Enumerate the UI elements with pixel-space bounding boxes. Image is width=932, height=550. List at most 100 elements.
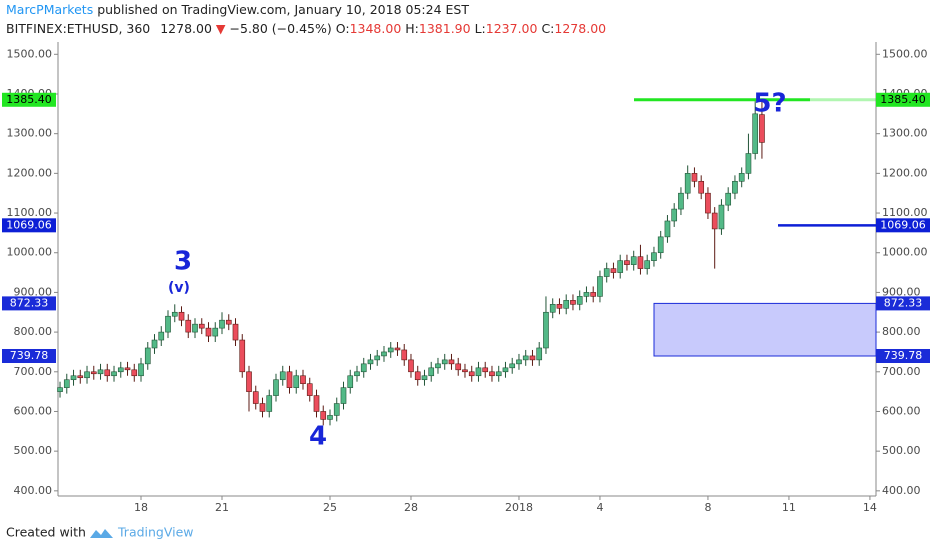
zone-price-box	[2, 296, 56, 311]
candle-body	[77, 375, 84, 379]
candle-body	[651, 252, 657, 261]
y-tick-label: 1300.00	[7, 127, 53, 140]
candle-body	[408, 359, 414, 373]
candle-body	[698, 180, 705, 194]
candle-body	[259, 403, 266, 412]
y-tick-label: 900.00	[14, 285, 53, 298]
candle-body	[495, 371, 502, 377]
x-tick-label: 21	[215, 501, 229, 514]
footer-brand[interactable]: TradingView	[117, 525, 194, 540]
candle-body	[590, 292, 597, 297]
candle-body	[563, 300, 570, 309]
low: 1237.00	[486, 21, 538, 36]
level-price-label: 1069.06	[6, 218, 52, 231]
level-price-label: 1069.06	[880, 218, 926, 231]
candle-body	[732, 180, 738, 194]
o-label: O:	[336, 21, 350, 36]
candle-body	[178, 311, 185, 321]
y-tick-label-right: 400.00	[882, 484, 921, 497]
candle-body	[266, 395, 273, 412]
zone-price-label: 739.78	[884, 349, 923, 362]
candle-body	[462, 369, 468, 373]
candle-body	[745, 153, 752, 174]
zone-price-label: 872.33	[884, 296, 923, 309]
candle-body	[144, 347, 151, 365]
y-tick-label-right: 1300.00	[882, 127, 928, 140]
candle-body	[752, 113, 759, 154]
candle-body	[435, 363, 441, 369]
candle-body	[522, 355, 529, 361]
candle-body	[340, 387, 347, 404]
candle-body	[104, 369, 111, 377]
annotation: (v)	[168, 280, 190, 296]
candle-body	[617, 260, 624, 273]
candle-body	[273, 379, 279, 396]
high: 1381.90	[419, 21, 471, 36]
candle-body	[333, 403, 340, 416]
candle-body	[205, 327, 212, 337]
candle-body	[448, 359, 455, 365]
x-tick-label: 4	[596, 501, 603, 514]
c-label: C:	[541, 21, 554, 36]
candle-body	[657, 236, 664, 254]
candle-body	[583, 292, 590, 297]
level-price-box	[2, 92, 56, 107]
y-tick-label: 700.00	[14, 365, 53, 378]
candle-body	[630, 256, 637, 265]
candle-body	[637, 256, 644, 269]
candle-body	[387, 347, 394, 353]
candle-body	[624, 260, 630, 265]
y-tick-label-right: 1000.00	[882, 246, 928, 259]
l-label: L:	[475, 21, 486, 36]
footer-created: Created with	[6, 525, 86, 540]
x-tick-label: 8	[704, 501, 711, 514]
y-tick-label-right: 1500.00	[882, 47, 928, 60]
candle-body	[198, 323, 205, 329]
y-tick-label-right: 900.00	[882, 285, 921, 298]
level-price-label: 1385.40	[6, 93, 52, 106]
y-tick-label: 1500.00	[7, 47, 53, 60]
candle-body	[381, 351, 387, 357]
annotation: 4	[309, 422, 327, 452]
candle-body	[428, 367, 435, 377]
candle-body	[570, 300, 576, 305]
candle-body	[421, 375, 428, 381]
x-tick-label: 18	[134, 501, 148, 514]
candle-body	[671, 208, 678, 222]
candle-body	[313, 395, 320, 412]
y-tick-label: 600.00	[14, 404, 53, 417]
open: 1348.00	[350, 21, 402, 36]
candle-body	[192, 323, 198, 333]
candle-body	[306, 383, 313, 396]
y-tick-label-right: 700.00	[882, 365, 921, 378]
header-line-2: BITFINEX:ETHUSD, 360 1278.00 ▼ −5.80 (−0…	[6, 21, 606, 36]
y-tick-label-right: 800.00	[882, 325, 921, 338]
candle-body	[57, 387, 63, 392]
footer: Created with TradingView	[6, 525, 194, 540]
candle-body	[171, 311, 178, 317]
level-price-box	[2, 218, 56, 233]
y-tick-label: 1000.00	[7, 246, 53, 259]
candle-body	[185, 319, 192, 333]
logo-icon	[90, 529, 113, 538]
y-tick-label-right: 1100.00	[882, 206, 928, 219]
candle-body	[124, 367, 131, 371]
author[interactable]: MarcPMarkets	[6, 2, 93, 17]
change: −5.80 (−0.45%)	[230, 21, 332, 36]
candle-body	[300, 375, 306, 384]
candle-body	[138, 363, 144, 377]
zone-price-label: 739.78	[10, 349, 49, 362]
candle-body	[320, 411, 327, 420]
candle-body	[354, 371, 360, 377]
zone-price-label: 872.33	[10, 296, 49, 309]
header-line-1: MarcPMarkets published on TradingView.co…	[6, 2, 469, 17]
candle-body	[725, 192, 732, 206]
candle-body	[97, 369, 104, 375]
y-tick-label-right: 600.00	[882, 404, 921, 417]
candle-body	[117, 367, 124, 373]
y-tick-label-right: 500.00	[882, 444, 921, 457]
candle-body	[414, 371, 421, 381]
candle-body	[678, 192, 684, 210]
candle-body	[684, 173, 691, 194]
